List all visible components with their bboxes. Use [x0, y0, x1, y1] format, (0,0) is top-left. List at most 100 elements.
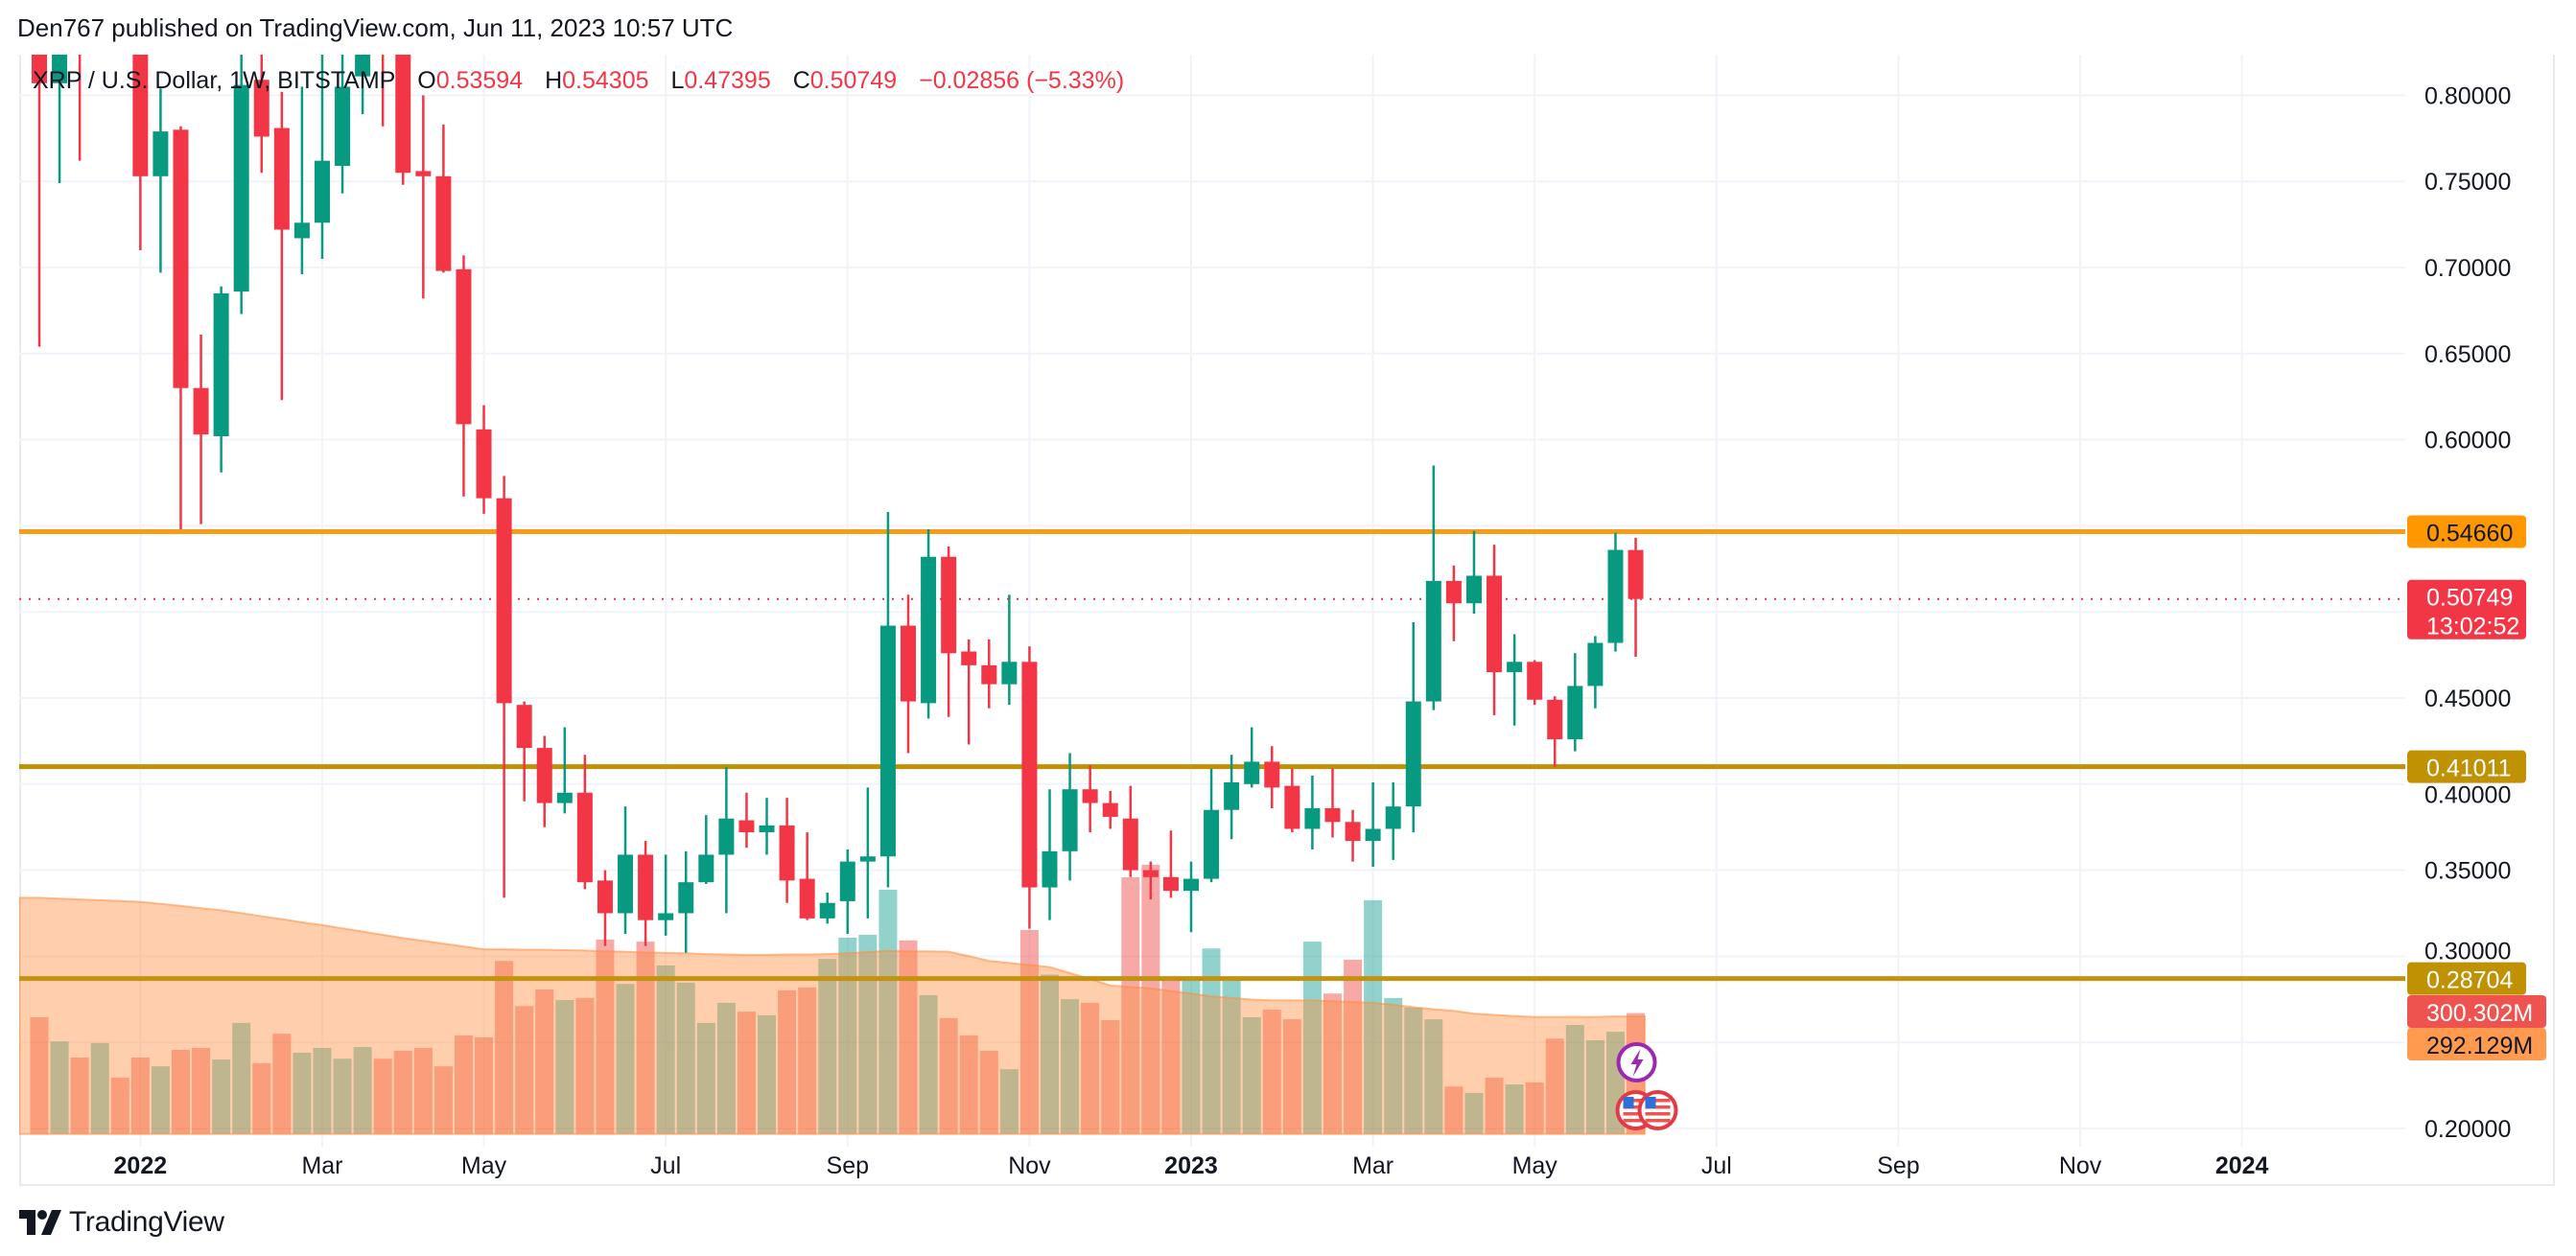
candle-body — [1204, 809, 1220, 879]
candle — [678, 850, 694, 953]
volume-bar — [575, 997, 595, 1134]
volume-bar — [696, 1022, 715, 1134]
volume-bar — [1182, 977, 1201, 1134]
volume-bar — [171, 1050, 190, 1134]
candle-body — [961, 651, 977, 665]
time-tick-label: Mar — [301, 1152, 342, 1179]
volume-bar — [373, 1058, 392, 1134]
volume-value-label: 300.302M — [2407, 995, 2546, 1028]
candle — [335, 55, 351, 194]
level-price-label-text: 0.41011 — [2426, 756, 2512, 782]
volume-bar — [232, 1022, 251, 1134]
candle-body — [476, 429, 492, 499]
candle — [1365, 782, 1381, 868]
change-value: −0.02856 (−5.33%) — [919, 67, 1125, 94]
candle — [1021, 646, 1038, 929]
candle-body — [1628, 549, 1644, 599]
price-tick-label: 0.70000 — [2424, 255, 2511, 282]
candle-body — [1304, 807, 1321, 829]
candle-body — [1365, 828, 1381, 842]
volume-bar — [1525, 1082, 1544, 1134]
candle — [1445, 565, 1462, 641]
high-label: H — [545, 67, 563, 94]
candle — [415, 95, 432, 299]
volume-bar — [110, 1077, 129, 1134]
open-label: O — [417, 67, 436, 94]
candle — [92, 0, 107, 53]
candle-body — [112, 0, 128, 27]
volume-ma-value-label-text: 292.129M — [2426, 1033, 2533, 1059]
tradingview-logo[interactable]: TradingView — [19, 1206, 224, 1239]
last-price-label-text: 13:02:52 — [2426, 614, 2519, 640]
volume-bar — [90, 1042, 109, 1134]
volume-bar — [555, 999, 574, 1134]
volume-bar — [1061, 999, 1080, 1134]
chart-frame — [19, 55, 2555, 1186]
candle-body — [1224, 782, 1240, 810]
time-tick-label: Mar — [1352, 1152, 1393, 1179]
candle-body — [375, 0, 390, 44]
candle-body — [1244, 761, 1260, 784]
level-price-label-bg — [2407, 962, 2526, 995]
candle-body — [173, 129, 189, 388]
candle — [395, 55, 411, 185]
level-price-label: 0.28704 — [2407, 962, 2526, 995]
price-axis[interactable]: 0.80000 0.75000 0.70000 0.65000 0.60000 0.450… — [2424, 82, 2511, 1143]
symbol-legend[interactable]: XRP / U.S. Dollar, 1W, BITSTAMP O0.53594… — [33, 67, 1124, 95]
candle — [152, 88, 169, 273]
volume-bar — [818, 959, 837, 1134]
time-tick-label: Sep — [827, 1152, 869, 1179]
candle — [213, 286, 229, 473]
price-tick-label: 0.80000 — [2424, 82, 2511, 109]
lightning-bolt — [1630, 1049, 1644, 1077]
candle-body — [1142, 870, 1159, 877]
candle-body — [1042, 850, 1058, 888]
volume-bar — [1485, 1077, 1504, 1134]
candle — [1628, 537, 1644, 657]
time-tick-label: Jul — [650, 1152, 681, 1179]
candle-body — [132, 55, 149, 176]
candle-body — [779, 825, 795, 881]
price-tick-label: 0.75000 — [2424, 169, 2511, 196]
volume-bar — [616, 984, 635, 1134]
candle-body — [1527, 662, 1543, 700]
candle-body — [658, 913, 674, 920]
tradingview-logo-icon — [19, 1210, 61, 1235]
volume-bar — [758, 1014, 777, 1134]
candle-body — [456, 268, 472, 425]
price-tick-label: 0.20000 — [2424, 1116, 2511, 1143]
candle — [1042, 789, 1058, 920]
volume-bar — [495, 961, 514, 1134]
time-tick-label: 2022 — [114, 1152, 168, 1179]
price-tick-label: 0.45000 — [2424, 686, 2511, 712]
plot-area[interactable] — [19, 0, 2405, 1135]
volume-bar — [737, 1012, 756, 1134]
volume-bar — [353, 1047, 372, 1134]
volume-bar — [30, 1017, 49, 1134]
candle-body — [819, 902, 835, 919]
candle — [132, 55, 149, 251]
volume-bar — [535, 989, 554, 1134]
candle-body — [698, 854, 714, 883]
volume-value-label-text: 300.302M — [2426, 1000, 2533, 1027]
candle — [516, 701, 532, 802]
candle — [1162, 830, 1179, 898]
volume-bar — [313, 1047, 332, 1134]
candle — [1122, 785, 1138, 877]
candle — [1001, 594, 1018, 706]
candle — [1465, 530, 1482, 614]
candle — [456, 255, 472, 497]
candle — [839, 849, 855, 935]
candle — [981, 639, 997, 709]
time-tick-label: Sep — [1877, 1152, 1919, 1179]
volume-bar — [716, 1002, 736, 1134]
volume-bar — [1323, 993, 1342, 1134]
time-tick-label: May — [461, 1152, 507, 1179]
candle-body — [1567, 686, 1583, 740]
time-axis[interactable]: 2022 Mar May Jul Sep Nov 2023 Mar May Jul Sep Nov 20… — [114, 1152, 2269, 1179]
candle-body — [314, 160, 330, 223]
candle-body — [1405, 701, 1421, 807]
flag-stripe — [1623, 1099, 1649, 1103]
